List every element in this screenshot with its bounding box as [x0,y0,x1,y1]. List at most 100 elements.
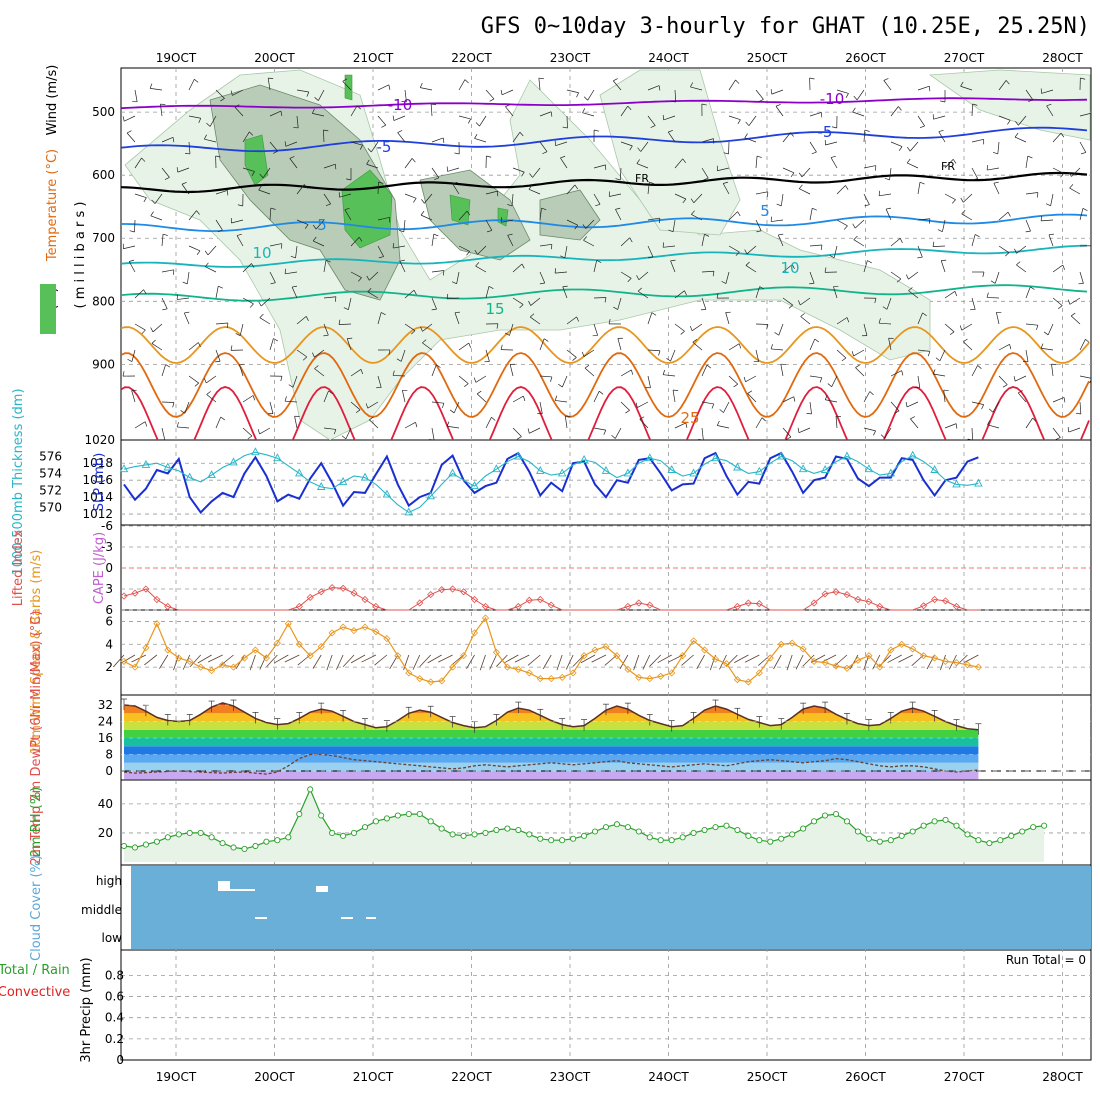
wind-barb-flag [576,92,579,98]
wind-barb-flag [392,370,395,376]
wind-barb [161,234,164,247]
wind10m-point [580,652,588,660]
wind-barb-flag [198,118,202,123]
wind-barb-flag [194,78,199,83]
wind-barb [830,157,838,169]
wind-barb [403,219,406,232]
thickness-point [689,468,698,477]
wind-barb-flag [325,259,331,263]
wind-barb-flag [288,384,294,388]
wind-barb-flag [690,198,695,203]
contour-minus10 [121,97,1088,110]
wind-barb [161,297,168,309]
wind10m-point [153,620,161,628]
wind-barb-flag [662,242,665,248]
wind-barb [1025,323,1038,326]
wind-barb [728,211,738,221]
wind-barb [269,243,282,247]
wind-barb-flag [670,259,676,262]
wind-barb-flag [172,402,175,408]
wind10m-point [383,635,391,643]
wind-barb [1025,89,1034,101]
rh2m-point [865,835,872,842]
wind-barb [458,342,470,351]
wind-barb-flag [613,78,618,82]
wind-barb [269,208,272,221]
wind-barb [778,323,784,336]
wind-barb-flag [388,84,391,90]
wind10m-point [525,669,533,677]
wind-barb [1047,323,1054,336]
wind-barb-flag [1082,208,1088,211]
wind-barb [884,427,892,439]
precip-ytick: 0.6 [105,990,124,1004]
wind-barb [512,427,522,437]
wind-barb [998,375,1008,385]
wind-barb-flag [611,434,616,439]
wind-barb [993,183,1000,195]
wind10m-point [251,646,259,654]
wind-barb-flag [464,383,469,387]
wind-barb [296,115,299,128]
wind-barb-flag [323,129,329,132]
thickness-point [820,465,830,473]
wind10m-point [898,640,906,648]
wind-barb [620,401,630,411]
wind-barb-flag [756,230,762,233]
wind-barb-flag [1002,384,1008,388]
wind-barb [289,158,298,169]
wind10m-point [547,675,555,683]
wind-barb [932,245,946,247]
wind-barb [239,323,244,336]
wind-barb-flag [451,281,457,285]
wind-barb [908,290,919,299]
thickness-point [579,454,589,463]
wind-barb [269,271,276,283]
wind-barb-flag [251,263,255,268]
wind-barb [342,81,352,91]
wind-barb [350,401,361,411]
wind-barb-flag [993,181,999,184]
wind-barb-flag [554,395,558,401]
wind-barb [593,427,606,431]
wind-barb [186,271,190,284]
wind-barb-flag [1030,286,1035,290]
wind-barb-flag [293,126,299,129]
wind-barb-flag [1046,103,1052,107]
wind-barb [323,390,329,403]
wind10m-point [733,676,741,684]
wind-barb [267,78,271,91]
wind10m-barb [266,654,278,668]
date-label-top: 19OCT [156,51,197,65]
wind-barb-flag [745,121,750,126]
rh2m-point [329,829,336,836]
wind-barb-flag [184,311,190,314]
wind-barb [397,132,406,143]
wind-barb-flag [798,300,801,306]
wind-barb [647,182,650,195]
rh2m-point [909,828,916,835]
wind-barb-flag [689,326,693,331]
wind-barb [944,159,954,169]
wind-barb [833,245,838,258]
wind-barb [1079,339,1086,351]
wind-barb [539,208,542,221]
wind-barb [854,219,865,229]
thickness-point [185,472,194,481]
wind-barb [177,167,190,173]
wind-barb [780,364,784,377]
wind-barb-flag [987,420,991,425]
wind-barb [701,234,705,247]
precip-ytick: 0.8 [105,968,124,982]
rh2m-point [361,824,369,831]
contour-label: FR [635,172,649,185]
rh2m-point [526,831,533,838]
wind-barb [670,260,676,273]
wind-barb-flag [583,236,588,241]
wind-barb [458,79,466,91]
wind-barb-flag [398,229,404,233]
wind-barb-flag [922,312,927,317]
wind-barb [782,132,791,143]
wind-barb-flag [766,324,769,330]
rh2m-point [175,831,182,838]
